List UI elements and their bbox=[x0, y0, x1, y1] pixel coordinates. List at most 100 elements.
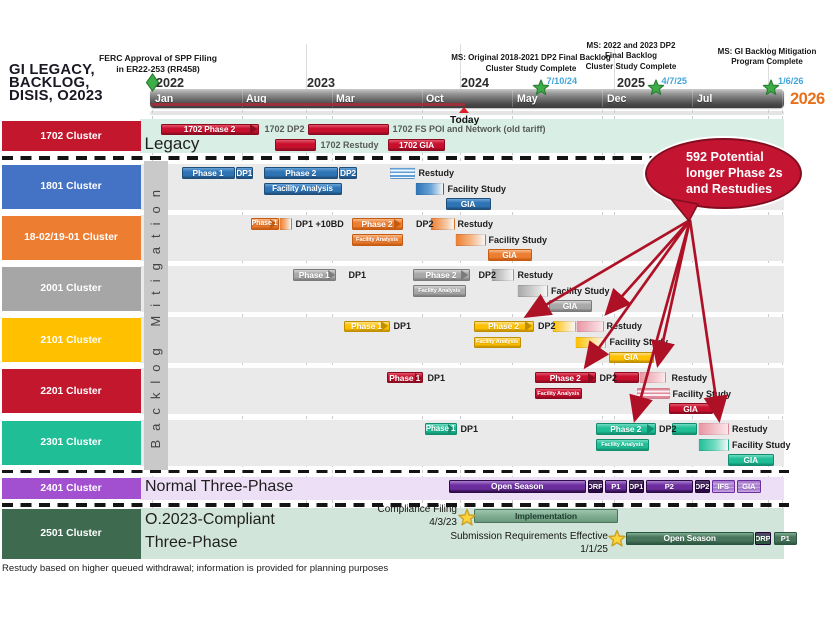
open-season-bar-2401: Open Season bbox=[448, 479, 586, 493]
gia-bar-18-02/19-01: GIA bbox=[487, 249, 532, 261]
bar-notch-icon bbox=[270, 219, 277, 229]
milestone-text-line: MS: GI Backlog Mitigation bbox=[717, 46, 817, 56]
implementation-bar-2501: Implementation bbox=[474, 509, 618, 523]
bar-label: Phase 1 bbox=[298, 270, 330, 281]
bar-out-label: Restudy bbox=[732, 423, 768, 434]
phase-2-bar-2201: Phase 2 bbox=[534, 371, 596, 384]
bar-bar-18-02/19-01 bbox=[454, 234, 486, 246]
phase-1-bar-2101: Phase 1 bbox=[343, 320, 390, 333]
drp-bar-2501: DRP bbox=[754, 531, 771, 545]
bar-label: P1 bbox=[611, 481, 621, 491]
axis-tick bbox=[692, 90, 693, 107]
bar-label: Phase 2 bbox=[361, 218, 393, 229]
milestone-note-line: 1/1/25 bbox=[580, 544, 608, 555]
milestone-note-line: Submission Requirements Effective bbox=[450, 530, 608, 542]
bar-label: Phase 1 bbox=[351, 321, 382, 332]
cluster-label-2101: 2101 Cluster bbox=[1, 318, 141, 363]
phase-1-bar-1801: Phase 1 bbox=[181, 167, 235, 179]
bar-out-label: DP2 bbox=[659, 423, 677, 434]
axis-tick bbox=[242, 90, 243, 107]
bar-label: P1 bbox=[780, 533, 790, 543]
bar-label: Facility Analysis bbox=[418, 288, 461, 295]
section-label-legacy: Legacy bbox=[144, 133, 200, 153]
bar-bar-2001 bbox=[516, 285, 548, 297]
month-label-oct: Oct bbox=[426, 93, 444, 105]
month-label-aug: Aug bbox=[246, 93, 267, 105]
progress-line bbox=[150, 102, 465, 106]
milestone-note: Submission Requirements Effective 1/1/25 bbox=[450, 530, 608, 557]
facility-analysis-bar-2301: Facility Analysis bbox=[596, 439, 649, 451]
ferc-approval-note: FERC Approval of SPP Filing in ER22-253 … bbox=[63, 53, 253, 75]
ifs-bar-2401: IFS bbox=[711, 479, 735, 493]
backlog-mitigation-label: Backlog Mitigation bbox=[148, 181, 164, 449]
bar-out-label: DP2 bbox=[538, 321, 556, 332]
phase-2-bar-1801: Phase 2 bbox=[263, 167, 338, 179]
bar-label: Facility Analysis bbox=[601, 441, 644, 448]
bar-out-label: DP1 bbox=[460, 423, 479, 434]
bar-bar-2101 bbox=[575, 336, 606, 349]
bar-notch-icon bbox=[647, 423, 654, 434]
bar-bar-2101 bbox=[551, 320, 576, 333]
bar-label: GIA bbox=[743, 454, 759, 465]
axis-tick bbox=[332, 90, 333, 107]
bar-notch-icon bbox=[448, 423, 455, 434]
bar-bar-2301 bbox=[697, 423, 729, 435]
today-label: Today bbox=[450, 114, 480, 126]
bar-label: Phase 2 bbox=[488, 321, 519, 332]
year-label-2024: 2024 bbox=[461, 76, 490, 90]
ferc-note-line1: FERC Approval of SPP Filing bbox=[99, 53, 217, 63]
bar-bar-1702 bbox=[307, 123, 389, 135]
cluster-label-2501: 2501 Cluster bbox=[1, 508, 141, 559]
milestone-text-line: Cluster Study Complete bbox=[485, 63, 577, 73]
gia-bar-2401: GIA bbox=[737, 479, 761, 493]
axis-tick bbox=[422, 90, 423, 107]
facility-analysis-bar-2001: Facility Analysis bbox=[412, 285, 466, 297]
callout-line3: and Restudies bbox=[686, 181, 773, 196]
page-title: GI LEGACY, BACKLOG, DISIS, O2023 bbox=[9, 61, 103, 105]
bar-label: DRP bbox=[587, 481, 603, 491]
bar-out-label: Facility Study bbox=[672, 388, 732, 399]
gia-bar-1801: GIA bbox=[445, 198, 491, 210]
bar-out-label: Facility Study bbox=[551, 286, 610, 297]
1702-phase-2-bar-1702: 1702 Phase 2 bbox=[160, 123, 259, 135]
cluster-label-2201: 2201 Cluster bbox=[1, 369, 141, 414]
section-label-o2023-line1: O.2023-Compliant bbox=[145, 510, 275, 528]
bar-out-label: Facility Study bbox=[732, 439, 791, 450]
bar-label: DP2 bbox=[340, 167, 356, 178]
milestone-date-1: 7/10/24 bbox=[546, 76, 578, 86]
bar-label: GIA bbox=[460, 198, 476, 209]
bar-out-label: Restudy bbox=[457, 219, 494, 229]
bar-label: GIA bbox=[683, 403, 698, 414]
section-divider bbox=[2, 156, 789, 160]
bar-notch-icon bbox=[414, 372, 422, 383]
milestone-text-line: MS: 2022 and 2023 DP2 bbox=[586, 40, 676, 50]
bar-out-label: Restudy bbox=[671, 372, 708, 383]
drp-bar-2401: DRP bbox=[587, 479, 603, 493]
dp1-bar-1801: DP1 bbox=[235, 167, 253, 179]
phase-1-bar-18-02/19-01: Phase 1 bbox=[250, 218, 279, 230]
facility-analysis-bar-2201: Facility Analysis bbox=[534, 387, 582, 400]
milestone-text-1: MS: Original 2018-2021 DP2 Final Backlog… bbox=[426, 53, 636, 74]
milestone-text-3: MS: GI Backlog Mitigation Program Complet… bbox=[687, 47, 826, 68]
bar-label: Phase 1 bbox=[251, 220, 278, 228]
bar-notch-icon bbox=[587, 372, 595, 383]
year-label-2026: 2026 bbox=[790, 89, 825, 108]
bar-bar-2001 bbox=[490, 269, 514, 281]
bar-label: P2 bbox=[664, 481, 674, 491]
bar-label: Open Season bbox=[491, 481, 544, 491]
phase-2-bar-18-02/19-01: Phase 2 bbox=[351, 218, 403, 230]
cluster-label-1702: 1702 Cluster bbox=[1, 121, 141, 151]
gridline-year-top bbox=[306, 44, 307, 89]
bar-label: GIA bbox=[742, 481, 756, 491]
bar-label: Phase 1 bbox=[389, 372, 421, 383]
bar-label: 1702 GIA bbox=[398, 139, 435, 150]
open-season-bar-2501: Open Season bbox=[625, 531, 754, 545]
milestone-date-3: 1/6/26 bbox=[778, 76, 804, 86]
footnote: Restudy based on higher queued withdrawa… bbox=[2, 562, 389, 574]
gia-bar-2201: GIA bbox=[668, 402, 713, 415]
bar-bar-2201 bbox=[637, 387, 670, 400]
section-label-o2023-line2: Three-Phase bbox=[145, 533, 238, 551]
milestone-text-line: Final Backlog bbox=[604, 51, 657, 61]
bar-label: Facility Analysis bbox=[537, 390, 580, 397]
bar-out-label: 1702 Restudy bbox=[320, 139, 379, 150]
